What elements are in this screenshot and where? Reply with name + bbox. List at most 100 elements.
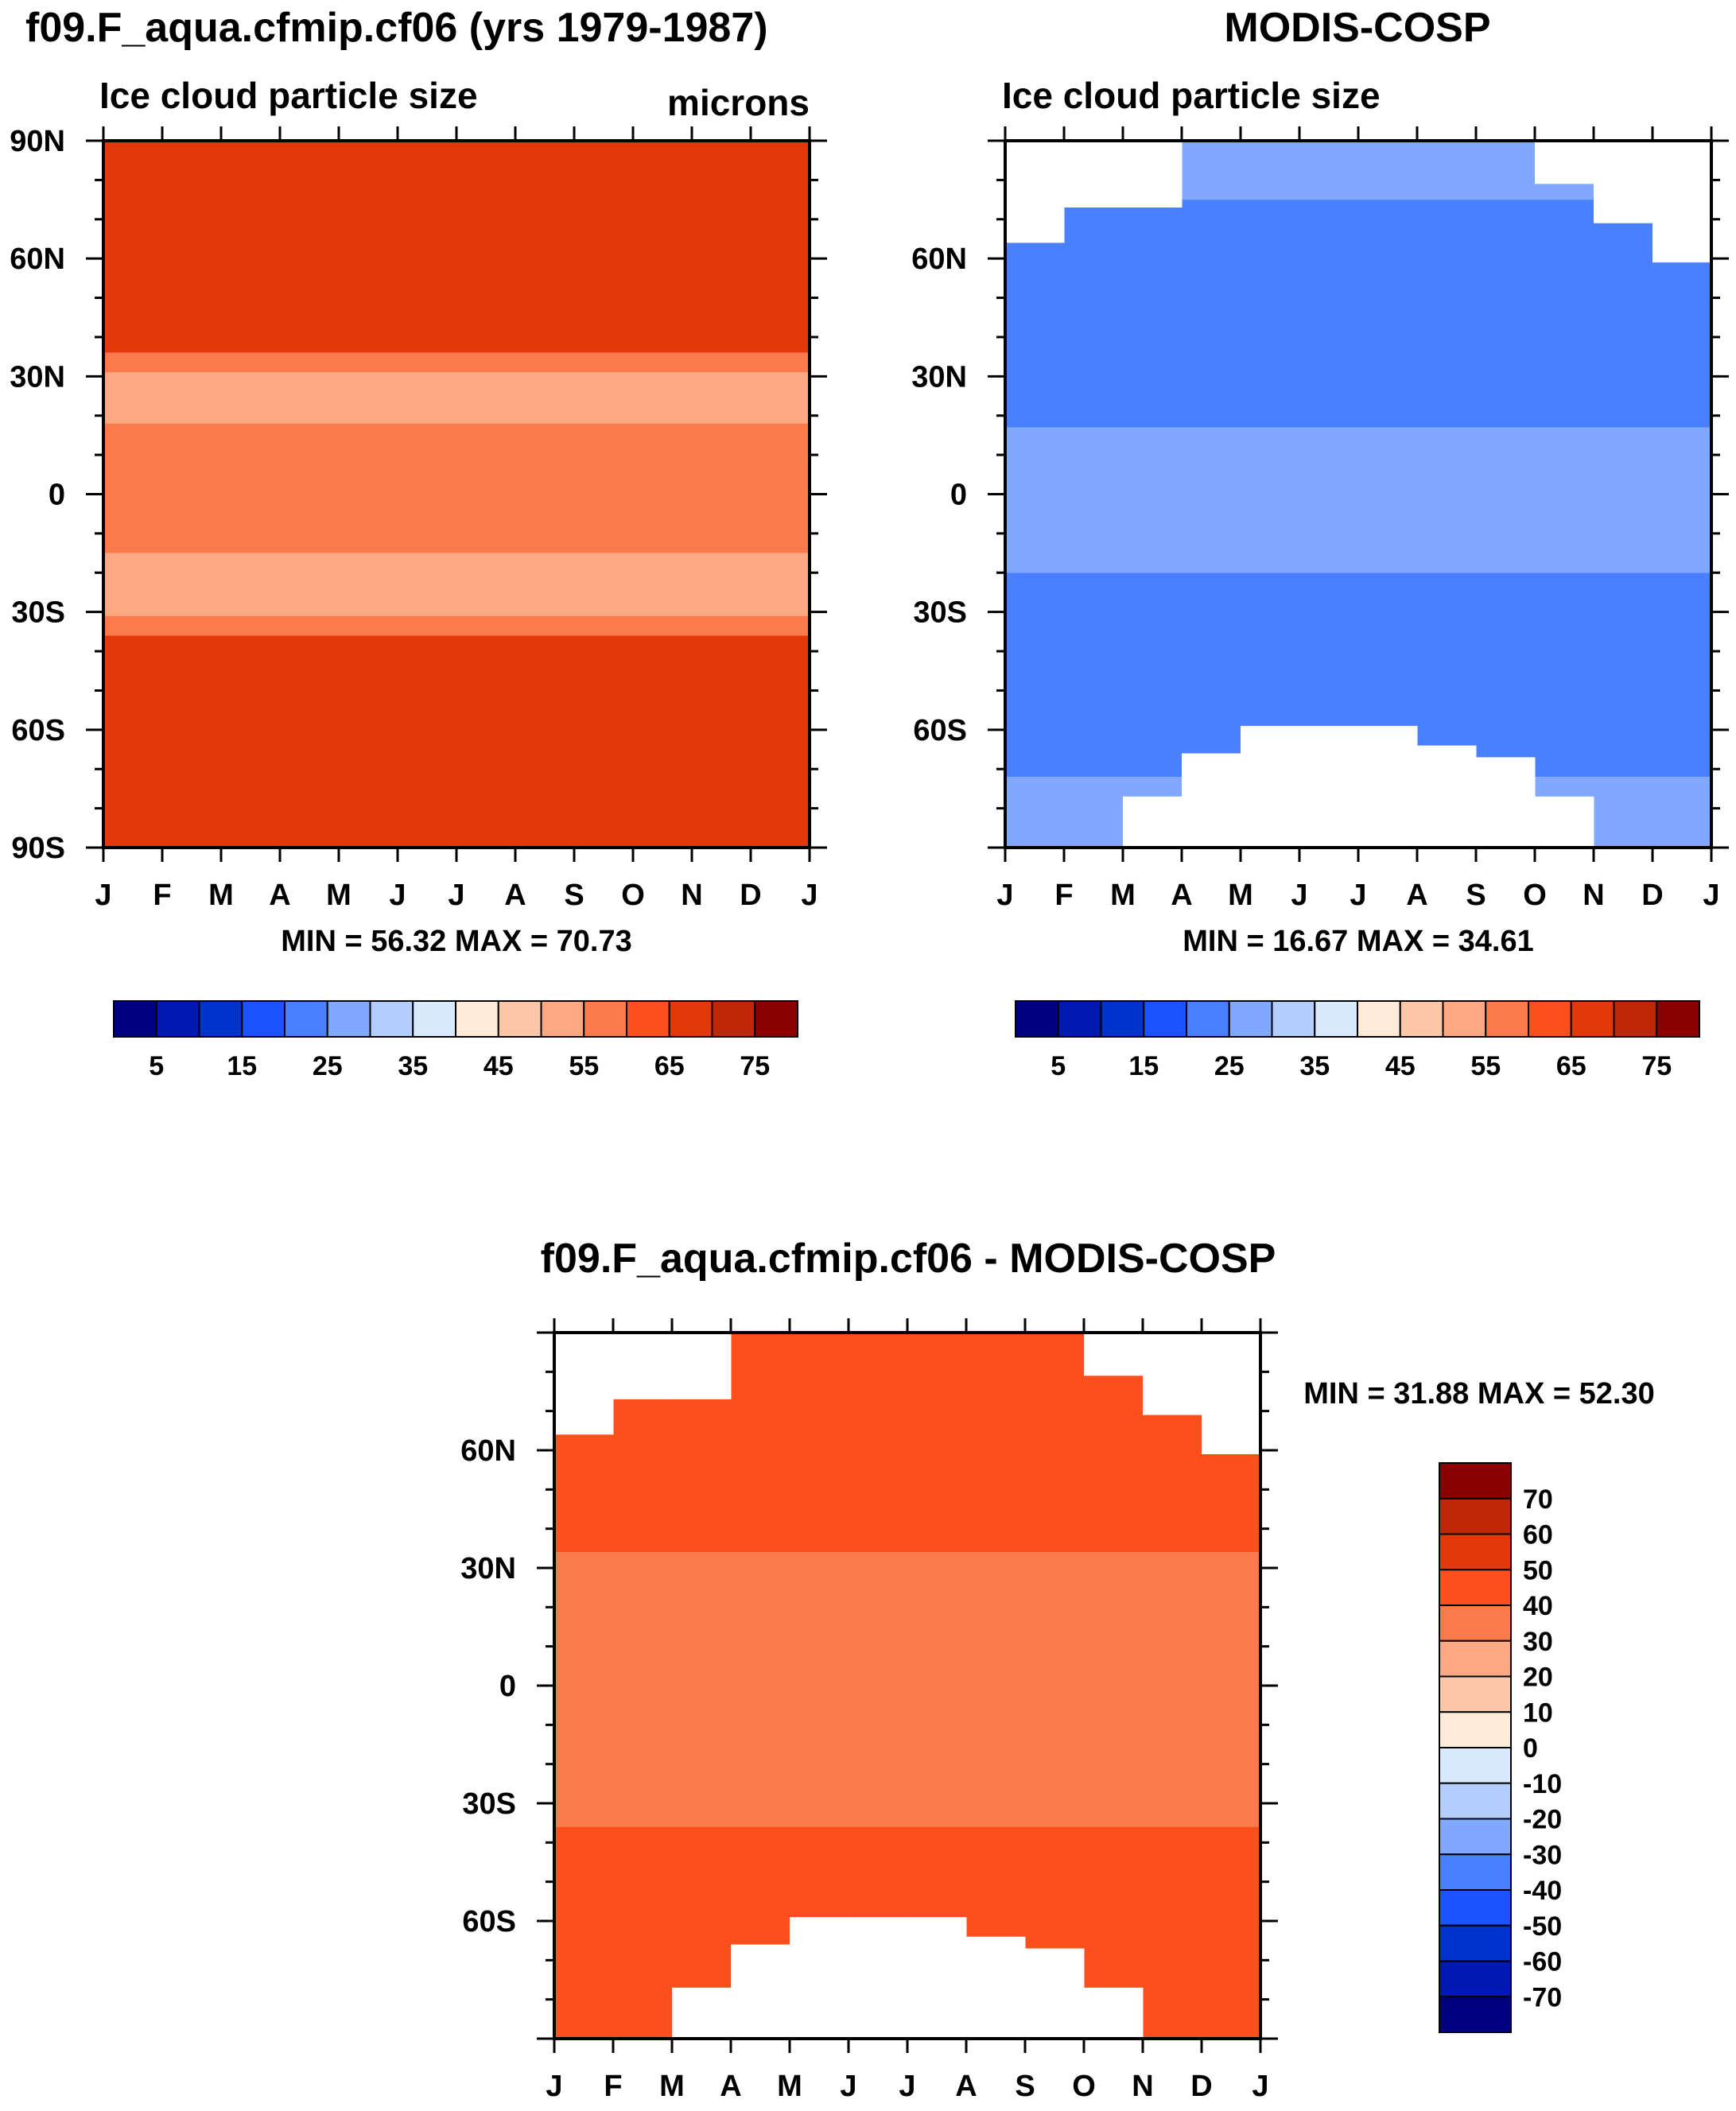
- panel-obs-plot: J F M A M J J A S O N D J 60N 30N 0 30S 60S: [911, 126, 1729, 912]
- panel-obs-colorbar: 5 15 25 35 45 55 65 75: [1015, 1000, 1700, 1081]
- panel-obs-missing-north-1: [1064, 141, 1124, 208]
- panel-obs-colorbar-box-13: [1570, 1000, 1615, 1038]
- panel-model-colorbar-box-6: [369, 1000, 414, 1038]
- panel-diff-ylabel-1: 30N: [460, 1552, 516, 1585]
- panel-obs-title: MODIS-COSP: [1224, 5, 1490, 51]
- panel-diff-missing-north-2: [672, 1333, 732, 1399]
- panel-obs-colorbar-box-8: [1357, 1000, 1401, 1038]
- panel-model-colorbar-label-3: 35: [398, 1051, 428, 1081]
- panel-obs-xlabel-1: F: [1054, 879, 1073, 912]
- panel-model-xlabel-0: J: [95, 879, 111, 912]
- panel-obs-colorbar-box-15: [1656, 1000, 1700, 1038]
- panel-obs-xlabel-5: J: [1291, 879, 1307, 912]
- panel-model-ylabel-0: 90N: [10, 125, 65, 158]
- panel-diff-title: f09.F_aqua.cfmip.cf06 - MODIS-COSP: [541, 1236, 1276, 1282]
- panel-obs-xlabel-12: J: [1703, 879, 1719, 912]
- panel-diff-ylabel-0: 60N: [460, 1434, 516, 1468]
- panel-obs-colorbar-box-7: [1314, 1000, 1358, 1038]
- panel-model-xlabel-8: S: [564, 879, 584, 912]
- panel-diff-ylabel-4: 60S: [462, 1905, 516, 1938]
- panel-model-colorbar-box-3: [241, 1000, 285, 1038]
- panel-obs-ylabel-4: 60S: [913, 714, 967, 747]
- panel-diff-missing-north-10: [1143, 1333, 1202, 1415]
- panel-model-colorbar-box-13: [668, 1000, 713, 1038]
- panel-model-colorbar-box-11: [583, 1000, 627, 1038]
- panel-model-xlabel-10: N: [681, 879, 702, 912]
- panel-model-units: microns: [667, 82, 810, 123]
- panel-obs-colorbar-box-3: [1143, 1000, 1187, 1038]
- panel-obs-xlabel-8: S: [1466, 879, 1486, 912]
- panel-model-band-4: [103, 553, 810, 616]
- panel-model-colorbar-box-2: [198, 1000, 243, 1038]
- panel-obs-missing-south-9: [1535, 796, 1594, 848]
- panel-obs-xlabel-3: A: [1171, 879, 1192, 912]
- panel-obs-colorbar-box-1: [1057, 1000, 1102, 1038]
- panel-obs-colorbar-label-6: 65: [1556, 1051, 1586, 1081]
- panel-diff-xlabel-0: J: [546, 2070, 562, 2103]
- panel-model-colorbar-box-15: [754, 1000, 798, 1038]
- panel-diff-colorbar-box-4: [1439, 1605, 1512, 1642]
- panel-obs-subtitle: Ice cloud particle size: [1002, 75, 1381, 116]
- panel-diff-colorbar-label-3: 40: [1523, 1591, 1553, 1621]
- panel-model-xlabel-4: M: [326, 879, 351, 912]
- panel-obs-ylabel-3: 30S: [913, 596, 967, 630]
- panel-diff-missing-south-6: [907, 1917, 967, 2039]
- panel-obs-colorbar-box-4: [1186, 1000, 1230, 1038]
- panel-model-colorbar-box-1: [155, 1000, 200, 1038]
- panel-diff-missing-south-3: [731, 1944, 790, 2039]
- panel-diff-minmax: MIN = 31.88 MAX = 52.30: [1303, 1377, 1654, 1411]
- panel-diff-ylabel-2: 0: [499, 1670, 516, 1703]
- panel-model-ylabel-6: 90S: [11, 832, 65, 865]
- panel-model-band-0: [103, 141, 810, 353]
- panel-model-colorbar-box-14: [711, 1000, 756, 1038]
- panel-obs-ylabel-2: 0: [950, 479, 967, 512]
- panel-model-colorbar: 5 15 25 35 45 55 65 75: [113, 1000, 798, 1081]
- panel-diff-colorbar-label-9: -20: [1523, 1805, 1562, 1835]
- panel-diff-colorbar-box-6: [1439, 1675, 1512, 1713]
- panel-model-colorbar-box-4: [284, 1000, 328, 1038]
- panel-model-colorbar-box-12: [626, 1000, 670, 1038]
- panel-model-colorbar-box-5: [326, 1000, 371, 1038]
- panel-diff-missing-south-7: [966, 1936, 1026, 2039]
- panel-diff-xlabel-4: M: [777, 2070, 802, 2103]
- panel-diff-colorbar-label-0: 70: [1523, 1484, 1553, 1515]
- panel-obs-ylabel-0: 60N: [911, 243, 967, 276]
- panel-model-colorbar-label-4: 45: [484, 1051, 514, 1081]
- panel-diff-xlabel-11: D: [1190, 2070, 1212, 2103]
- panel-obs-xlabel-0: J: [996, 879, 1013, 912]
- panel-obs-colorbar-box-2: [1100, 1000, 1145, 1038]
- panel-model-xlabel-11: D: [740, 879, 761, 912]
- panel-diff-ylabel-3: 30S: [462, 1787, 516, 1821]
- panel-obs-colorbar-box-9: [1399, 1000, 1444, 1038]
- panel-obs-missing-south-4: [1241, 725, 1300, 848]
- panel-diff-colorbar-box-3: [1439, 1569, 1512, 1606]
- panel-diff-colorbar: 70 60 50 40 30 20 10 0 -10 -20 -30 -40 -50 -60 -70: [1439, 1462, 1562, 2033]
- panel-model-ylabel-4: 30S: [11, 596, 65, 630]
- panel-obs-colorbar-label-7: 75: [1641, 1051, 1672, 1081]
- panel-model-plot: J F M A M J J A S O N D J 90N 60N 30N 0 30S 60S 90S: [10, 125, 827, 912]
- panel-obs-minmax: MIN = 16.67 MAX = 34.61: [1183, 925, 1533, 958]
- panel-model-colorbar-label-2: 25: [313, 1051, 343, 1081]
- panel-diff-colorbar-box-10: [1439, 1818, 1512, 1856]
- panel-obs-missing-south-3: [1182, 753, 1241, 848]
- panel-obs-colorbar-box-5: [1228, 1000, 1273, 1038]
- panel-obs-band-1: [1005, 200, 1711, 428]
- panel-model-ylabel-2: 30N: [10, 360, 65, 394]
- panel-obs-colorbar-box-0: [1015, 1000, 1059, 1038]
- panel-model-minmax: MIN = 56.32 MAX = 70.73: [281, 925, 631, 958]
- panel-diff-xlabel-3: A: [720, 2070, 741, 2103]
- panel-model-ylabel-3: 0: [49, 479, 65, 512]
- panel-diff-colorbar-box-1: [1439, 1497, 1512, 1535]
- panel-model-band-2: [103, 372, 810, 424]
- panel-obs-colorbar-box-12: [1528, 1000, 1572, 1038]
- panel-diff-missing-south-5: [849, 1917, 908, 2039]
- panel-diff-xlabel-9: O: [1072, 2070, 1096, 2103]
- panel-model-band-3: [103, 423, 810, 553]
- panel-model-xlabel-9: O: [621, 879, 645, 912]
- panel-obs-xlabel-10: N: [1583, 879, 1604, 912]
- panel-obs-band-2: [1005, 427, 1711, 573]
- panel-model-colorbar-box-8: [455, 1000, 499, 1038]
- panel-diff-colorbar-label-10: -30: [1523, 1840, 1562, 1870]
- panel-obs-colorbar-box-10: [1442, 1000, 1487, 1038]
